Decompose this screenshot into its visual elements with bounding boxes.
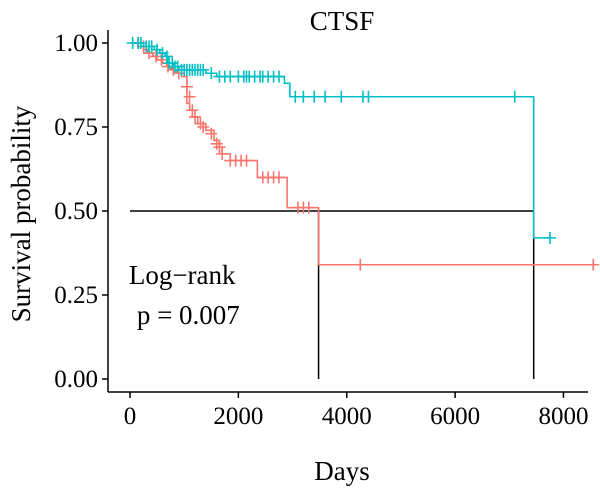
p-value-label: p = 0.007 [137, 300, 240, 330]
y-tick-label: 0.25 [54, 282, 98, 309]
censor-mark [543, 231, 556, 244]
censor-mark [362, 90, 375, 103]
censor-mark [297, 90, 310, 103]
censor-mark [273, 171, 286, 184]
censor-mark [160, 50, 173, 63]
x-tick-label: 8000 [538, 403, 588, 430]
x-tick-label: 6000 [430, 403, 480, 430]
censor-mark [273, 70, 286, 83]
censor-mark [216, 147, 229, 160]
censor-mark [180, 80, 193, 93]
censor-mark [319, 90, 332, 103]
censor-mark [197, 121, 210, 133]
x-axis-label: Days [314, 456, 370, 486]
censor-mark [240, 154, 253, 167]
censor-mark [205, 127, 218, 140]
censor-mark [508, 90, 521, 103]
censor-mark [213, 141, 226, 154]
censor-mark [134, 37, 147, 49]
y-tick-label: 1.00 [54, 30, 98, 57]
logrank-label: Log−rank [129, 260, 236, 290]
censor-mark [210, 137, 223, 150]
x-tick-label: 0 [124, 403, 137, 430]
axes: 0.00 0.25 0.50 0.75 1.00 0 2000 4000 6000 8000 [54, 30, 588, 430]
censor-mark [186, 104, 199, 117]
survival-curve-teal [130, 42, 553, 239]
censor-mark [194, 117, 207, 130]
censor-mark [197, 63, 210, 76]
censor-mark [302, 201, 315, 214]
censor-mark [189, 110, 202, 123]
censor-mark [205, 67, 218, 80]
censor-mark [308, 90, 321, 103]
x-tick-label: 4000 [322, 403, 372, 430]
y-axis-label: Survival probability [6, 105, 36, 322]
censor-mark [354, 258, 367, 271]
y-tick-label: 0.50 [54, 198, 98, 225]
censor-mark [587, 258, 600, 271]
y-tick-label: 0.75 [54, 114, 98, 141]
x-tick-label: 2000 [213, 403, 263, 430]
y-tick-label: 0.00 [54, 366, 98, 393]
plot-area [126, 37, 600, 379]
censor-mark [183, 90, 196, 103]
chart-title: CTSF [310, 6, 375, 36]
survival-curve-red [130, 42, 596, 266]
censor-mark [335, 90, 348, 103]
